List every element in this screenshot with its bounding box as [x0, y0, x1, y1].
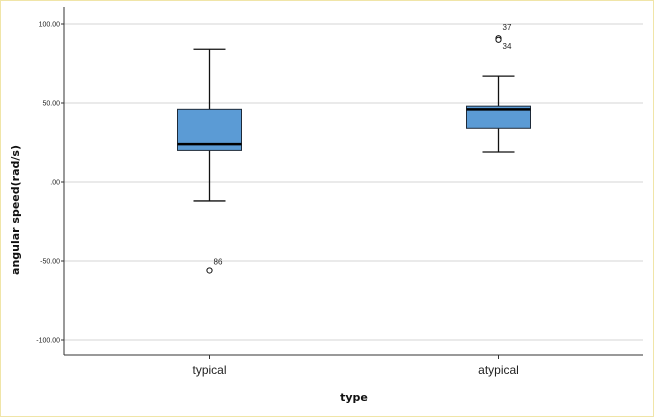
outlier-label: 37 — [503, 23, 512, 32]
axes — [61, 7, 643, 359]
outlier-point — [206, 267, 213, 274]
outlier-label: 86 — [214, 257, 223, 266]
y-tick-label: 50.00 — [42, 101, 60, 108]
boxes: 86 37 34 — [177, 23, 531, 274]
x-category-labels: typical atypical — [192, 363, 518, 377]
y-tick-label: -100.00 — [36, 338, 60, 345]
y-tick-label: -50.00 — [40, 259, 60, 266]
box-typical: 86 — [177, 48, 242, 274]
y-tick-label: .00 — [50, 180, 60, 187]
x-category-label: typical — [192, 363, 226, 377]
outlier-label: 34 — [503, 42, 512, 51]
box-atypical: 37 34 — [466, 23, 531, 153]
iqr-box — [466, 105, 531, 129]
gridlines — [64, 23, 643, 341]
y-axis-title: angular speed(rad/s) — [9, 145, 22, 275]
outlier-point — [495, 36, 502, 43]
y-tick-label: 100.00 — [39, 22, 61, 29]
x-axis-title: type — [340, 391, 368, 404]
y-tick-labels: 100.00 50.00 .00 -50.00 -100.00 — [36, 22, 60, 345]
x-category-label: atypical — [478, 363, 519, 377]
